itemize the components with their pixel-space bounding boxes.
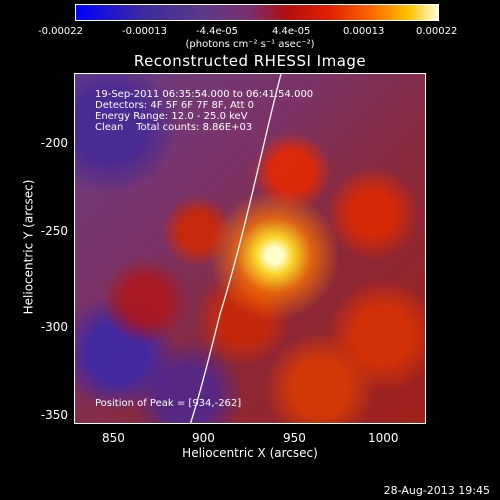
clean-counts-label: Clean Total counts: 8.86E+03 (95, 122, 253, 133)
colorbar-tick: 0.00013 (343, 26, 385, 37)
colorbar-tick: -4.4e-05 (196, 26, 238, 37)
time-range-label: 19-Sep-2011 06:35:54.000 to 06:41:54.000 (95, 89, 314, 100)
colorbar (75, 4, 439, 21)
colorbar-units: (photons cm⁻² s⁻¹ asec⁻²) (185, 39, 315, 50)
rhessi-image: 19-Sep-2011 06:35:54.000 to 06:41:54.000… (74, 73, 426, 424)
x-tick-label: 850 (102, 431, 125, 445)
colorbar-tick: 0.00022 (416, 26, 458, 37)
peak-position-label: Position of Peak = [934,-262] (95, 398, 242, 409)
footer-date: 28-Aug-2013 19:45 (383, 484, 490, 497)
energy-range-label: Energy Range: 12.0 - 25.0 keV (95, 111, 248, 122)
y-tick-label: -200 (40, 136, 68, 150)
detectors-label: Detectors: 4F 5F 6F 7F 8F, Att 0 (95, 100, 255, 111)
colorbar-tick: -0.00022 (38, 26, 83, 37)
x-tick-label: 1000 (368, 431, 399, 445)
y-tick-label: -250 (40, 224, 68, 238)
x-tick-label: 900 (192, 431, 215, 445)
y-tick-label: -350 (40, 408, 68, 422)
x-tick-label: 950 (283, 431, 306, 445)
colorbar-tick: 4.4e-05 (272, 26, 311, 37)
solar-limb-line (189, 74, 282, 423)
y-axis-label: Heliocentric Y (arcsec) (21, 179, 36, 315)
colorbar-tick: -0.00013 (122, 26, 167, 37)
y-tick-label: -300 (40, 320, 68, 334)
image-title: Reconstructed RHESSI Image (133, 52, 367, 70)
x-axis-label: Heliocentric X (arcsec) (182, 446, 318, 460)
